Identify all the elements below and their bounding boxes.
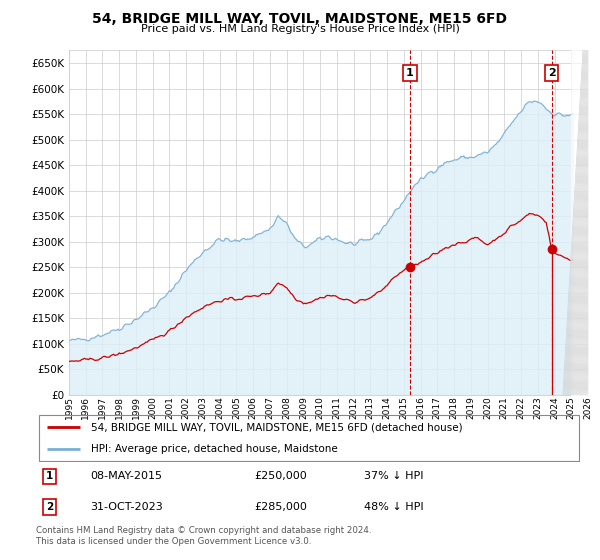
Text: £250,000: £250,000	[254, 472, 307, 482]
Text: Price paid vs. HM Land Registry's House Price Index (HPI): Price paid vs. HM Land Registry's House …	[140, 24, 460, 34]
Text: 08-MAY-2015: 08-MAY-2015	[91, 472, 163, 482]
Text: £285,000: £285,000	[254, 502, 307, 512]
Text: HPI: Average price, detached house, Maidstone: HPI: Average price, detached house, Maid…	[91, 444, 337, 454]
Text: 37% ↓ HPI: 37% ↓ HPI	[364, 472, 423, 482]
Text: 48% ↓ HPI: 48% ↓ HPI	[364, 502, 423, 512]
Text: 54, BRIDGE MILL WAY, TOVIL, MAIDSTONE, ME15 6FD: 54, BRIDGE MILL WAY, TOVIL, MAIDSTONE, M…	[92, 12, 508, 26]
Text: 54, BRIDGE MILL WAY, TOVIL, MAIDSTONE, ME15 6FD (detached house): 54, BRIDGE MILL WAY, TOVIL, MAIDSTONE, M…	[91, 422, 462, 432]
Text: 2: 2	[548, 68, 556, 78]
Text: 1: 1	[406, 68, 414, 78]
Text: 31-OCT-2023: 31-OCT-2023	[91, 502, 163, 512]
Text: 2: 2	[46, 502, 53, 512]
Text: 1: 1	[46, 472, 53, 482]
Text: Contains HM Land Registry data © Crown copyright and database right 2024.
This d: Contains HM Land Registry data © Crown c…	[36, 526, 371, 546]
